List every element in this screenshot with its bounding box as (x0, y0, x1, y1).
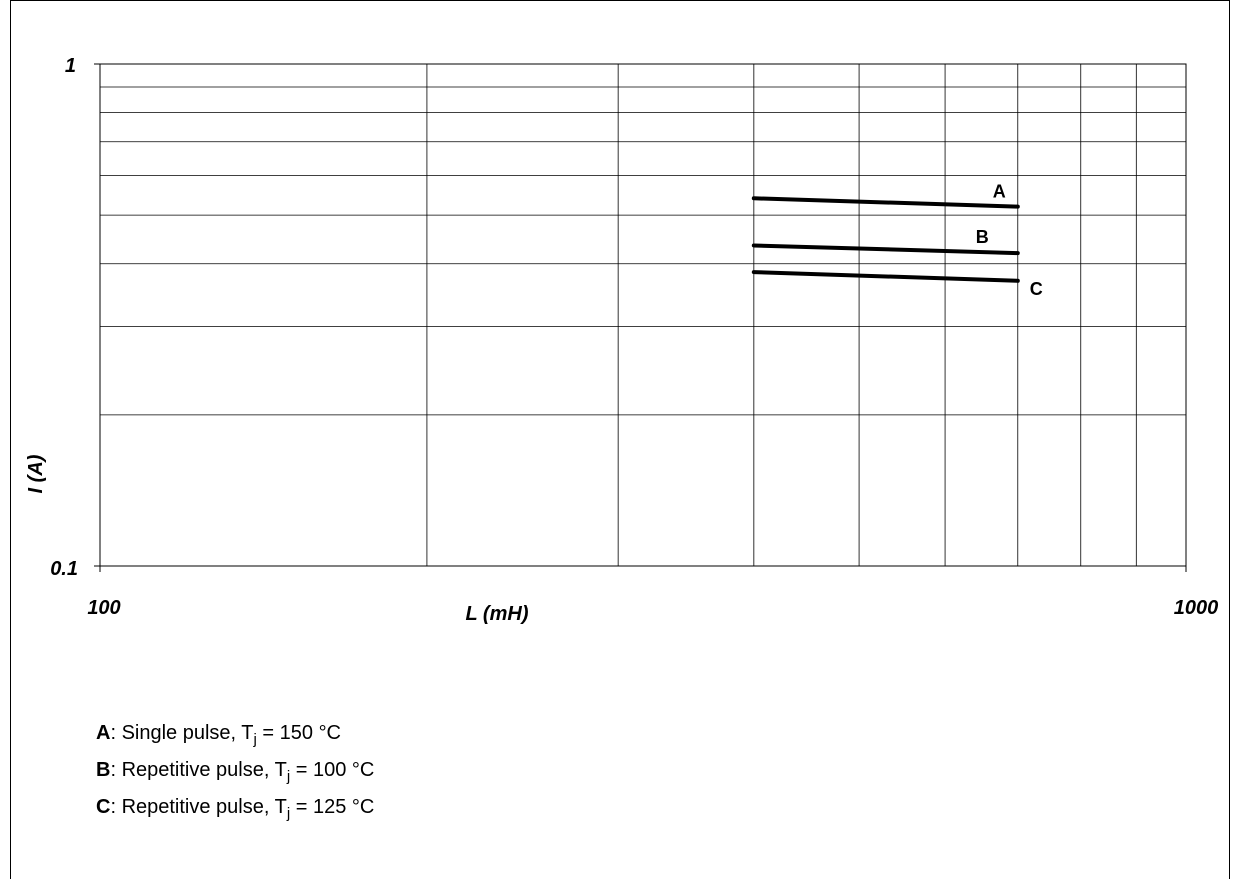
legend-text: : Repetitive pulse, T (110, 759, 287, 781)
y-tick-label-top: 1 (65, 55, 76, 77)
series-line-c (751, 270, 1020, 283)
legend-item-b: B: Repetitive pulse, Tj = 100 °C (96, 755, 374, 792)
axis-ticks (94, 63, 1187, 572)
legend-key: B (96, 759, 111, 781)
grid (100, 64, 1186, 566)
x-tick-label-left: 100 (87, 597, 120, 619)
legend-key: C (96, 796, 111, 818)
legend-text-end: = 100 °C (290, 759, 375, 781)
x-tick-label-right: 1000 (1174, 597, 1219, 619)
series-line-a (751, 196, 1020, 209)
legend-subscript: j (286, 768, 291, 785)
figure-frame (10, 0, 1230, 879)
y-axis-label: I (A) (25, 454, 47, 493)
series-label-b: B (976, 227, 989, 247)
legend-text-end: = 150 °C (256, 722, 342, 744)
series-label-a: A (993, 182, 1006, 202)
legend-key: A (96, 722, 111, 744)
legend-item-c: C: Repetitive pulse, Tj = 125 °C (96, 792, 374, 829)
legend: A: Single pulse, Tj = 150 °C B: Repetiti… (96, 718, 374, 829)
legend-text: : Repetitive pulse, T (110, 796, 287, 818)
series-line-b (751, 243, 1020, 256)
legend-subscript: j (286, 805, 291, 822)
legend-text: : Single pulse, T (110, 722, 254, 744)
plot-border (99, 63, 1187, 567)
legend-text-end: = 125 °C (290, 796, 375, 818)
series-label-c: C (1030, 279, 1043, 299)
legend-item-a: A: Single pulse, Tj = 150 °C (96, 718, 374, 755)
x-axis-label: L (mH) (466, 603, 529, 625)
y-tick-label-bottom: 0.1 (50, 558, 78, 580)
series-group: A B C (751, 182, 1043, 299)
legend-subscript: j (253, 731, 257, 748)
